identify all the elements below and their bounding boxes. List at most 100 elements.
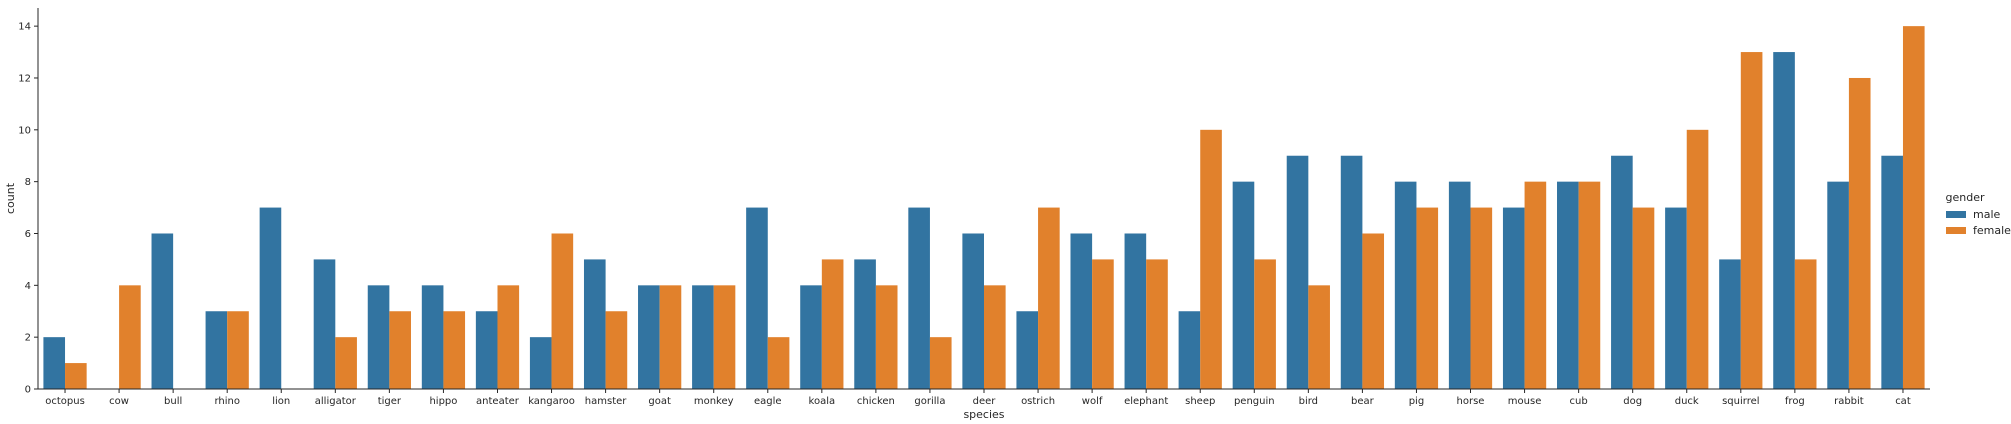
bar-female-gorilla xyxy=(929,337,952,389)
legend: gender male female xyxy=(1946,191,2011,237)
bar-male-elephant xyxy=(1124,233,1147,389)
x-tick-label-dog: dog xyxy=(1623,396,1642,407)
x-tick-label-chicken: chicken xyxy=(857,396,895,407)
x-tick-label-hamster: hamster xyxy=(585,396,627,407)
x-tick-label-alligator: alligator xyxy=(315,396,357,407)
bar-male-hippo xyxy=(421,285,444,389)
bar-male-lion xyxy=(259,207,282,389)
x-tick-label-elephant: elephant xyxy=(1124,396,1168,407)
bar-male-octopus xyxy=(43,337,66,389)
bar-female-rhino xyxy=(227,311,249,389)
bar-male-pig xyxy=(1394,181,1417,389)
x-tick-label-rhino: rhino xyxy=(214,396,240,407)
bars xyxy=(43,26,1925,390)
bar-female-anteater xyxy=(497,285,520,389)
bar-female-eagle xyxy=(767,337,790,389)
y-tick-label: 4 xyxy=(25,281,31,292)
bar-male-gorilla xyxy=(908,207,930,389)
x-tick-label-pig: pig xyxy=(1409,396,1424,407)
bar-male-hamster xyxy=(583,259,606,389)
bar-female-deer xyxy=(984,285,1006,389)
bar-male-squirrel xyxy=(1719,259,1741,389)
bar-female-cub xyxy=(1578,181,1601,389)
y-tick-label: 8 xyxy=(25,177,31,188)
bar-male-rhino xyxy=(205,311,228,389)
bar-male-frog xyxy=(1773,52,1795,390)
legend-label-male: male xyxy=(1973,208,2001,221)
x-tick-label-gorilla: gorilla xyxy=(914,396,945,407)
bar-female-cow xyxy=(119,285,141,389)
bar-male-dog xyxy=(1611,155,1633,389)
x-tick-label-wolf: wolf xyxy=(1082,396,1103,407)
bar-male-cat xyxy=(1881,155,1903,389)
bar-male-eagle xyxy=(746,207,768,389)
legend-title: gender xyxy=(1946,191,1985,204)
bar-female-kangaroo xyxy=(551,233,574,389)
bar-female-chicken xyxy=(875,285,898,389)
bar-male-mouse xyxy=(1502,207,1525,389)
y-axis-ticks: 0 2 4 6 8 10 12 14 xyxy=(18,22,38,396)
bar-female-sheep xyxy=(1200,129,1222,389)
bar-female-monkey xyxy=(713,285,736,389)
bar-female-hamster xyxy=(605,311,628,389)
bar-female-hippo xyxy=(443,311,466,389)
x-tick-label-horse: horse xyxy=(1457,396,1485,407)
x-tick-label-duck: duck xyxy=(1675,396,1699,407)
legend-swatch-female xyxy=(1946,227,1966,234)
x-tick-label-squirrel: squirrel xyxy=(1722,396,1759,407)
y-tick-label: 14 xyxy=(18,22,31,33)
bar-male-penguin xyxy=(1232,181,1255,389)
bar-male-rabbit xyxy=(1827,181,1849,389)
x-tick-label-bull: bull xyxy=(164,396,182,407)
bar-female-elephant xyxy=(1146,259,1168,389)
bar-male-koala xyxy=(800,285,822,389)
legend-swatch-male xyxy=(1946,211,1966,218)
x-tick-label-hippo: hippo xyxy=(429,396,457,407)
bar-female-koala xyxy=(821,259,844,389)
bar-female-cat xyxy=(1902,26,1925,389)
legend-items: male female xyxy=(1946,208,2011,237)
x-tick-label-frog: frog xyxy=(1785,396,1805,407)
x-tick-label-rabbit: rabbit xyxy=(1834,396,1864,407)
x-axis-title: species xyxy=(963,408,1004,421)
bar-male-wolf xyxy=(1070,233,1093,389)
bar-female-rabbit xyxy=(1848,77,1871,389)
bar-male-goat xyxy=(638,285,660,389)
bar-female-duck xyxy=(1686,129,1709,389)
bar-female-horse xyxy=(1470,207,1493,389)
bar-female-penguin xyxy=(1254,259,1276,389)
bar-male-chicken xyxy=(854,259,876,389)
y-tick-label: 2 xyxy=(25,333,31,344)
bar-female-frog xyxy=(1794,259,1817,389)
y-tick-label: 10 xyxy=(18,125,31,136)
x-tick-label-octopus: octopus xyxy=(45,396,85,407)
x-tick-label-cow: cow xyxy=(109,396,129,407)
x-tick-label-cat: cat xyxy=(1895,396,1911,407)
y-tick-label: 6 xyxy=(25,229,31,240)
bar-male-alligator xyxy=(313,259,336,389)
bar-male-ostrich xyxy=(1016,311,1039,389)
bar-female-goat xyxy=(659,285,682,389)
x-tick-label-koala: koala xyxy=(809,396,836,407)
bar-male-cub xyxy=(1557,181,1579,389)
bar-male-duck xyxy=(1665,207,1687,389)
x-tick-label-monkey: monkey xyxy=(694,396,734,407)
bar-male-deer xyxy=(962,233,984,389)
x-tick-label-bird: bird xyxy=(1299,396,1318,407)
x-tick-label-deer: deer xyxy=(973,396,997,407)
bar-male-monkey xyxy=(692,285,714,389)
x-tick-label-kangaroo: kangaroo xyxy=(528,396,575,407)
bar-female-dog xyxy=(1632,207,1655,389)
x-tick-label-goat: goat xyxy=(648,396,671,407)
legend-label-female: female xyxy=(1973,224,2011,237)
x-tick-label-penguin: penguin xyxy=(1234,396,1275,407)
x-tick-label-eagle: eagle xyxy=(754,396,782,407)
x-tick-label-mouse: mouse xyxy=(1508,396,1542,407)
bar-male-tiger xyxy=(367,285,390,389)
bar-female-bear xyxy=(1362,233,1385,389)
y-tick-label: 12 xyxy=(18,73,31,84)
bar-male-kangaroo xyxy=(529,337,552,389)
x-tick-label-tiger: tiger xyxy=(378,396,402,407)
bar-female-squirrel xyxy=(1740,52,1763,390)
